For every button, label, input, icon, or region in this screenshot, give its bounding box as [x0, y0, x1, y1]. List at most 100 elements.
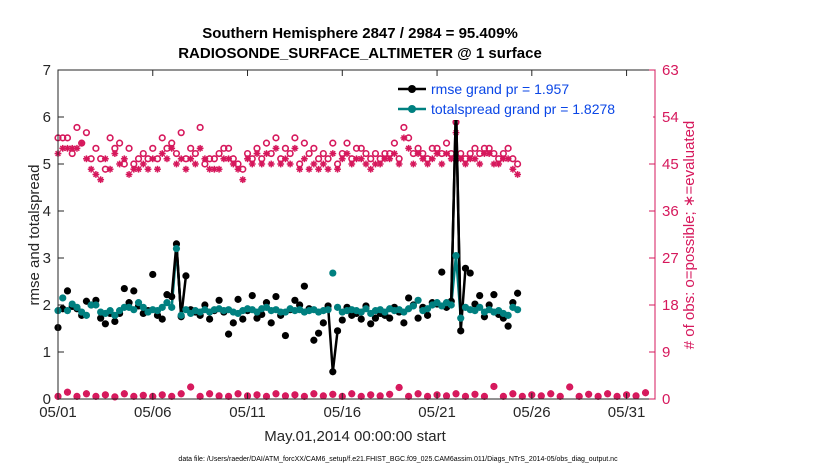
x-tick-label: 05/31: [608, 404, 646, 421]
y-left-tick-label: 5: [43, 156, 51, 173]
obs-evaluated-point: [163, 155, 171, 163]
rmse-point: [476, 292, 484, 300]
obs-evaluated-low-stroke: [225, 393, 232, 400]
rmse-point: [438, 268, 446, 276]
obs-evaluated-point: [405, 144, 413, 152]
obs-possible-point: [172, 149, 181, 158]
obs-evaluated-point: [315, 165, 322, 173]
obs-possible-point: [82, 129, 91, 137]
obs-evaluated-point: [177, 155, 185, 163]
obs-evaluated-low-point: [585, 390, 593, 398]
obs-evaluated-low-stroke: [121, 390, 128, 397]
obs-evaluated-point: [229, 160, 237, 168]
obs-evaluated-low-stroke: [320, 392, 327, 399]
x-tick-label: 05/26: [513, 404, 551, 421]
obs-evaluated-low-stroke: [566, 384, 573, 390]
obs-possible-point: [390, 139, 399, 147]
obs-possible-point: [224, 144, 233, 152]
rmse-point: [63, 287, 72, 295]
rmse-point: [158, 315, 166, 323]
obs-evaluated-point: [111, 150, 119, 157]
obs-evaluated-low-point: [215, 392, 223, 400]
obs-evaluated-stroke: [187, 155, 194, 162]
rmse-point: [281, 331, 290, 340]
rmse-point: [120, 284, 128, 293]
obs-evaluated-point: [310, 160, 318, 168]
obs-possible-point: [281, 144, 290, 152]
rmse-point: [414, 314, 422, 322]
obs-evaluated-stroke: [490, 161, 497, 167]
x-axis-label: May.01,2014 00:00:00 start: [264, 428, 446, 445]
obs-evaluated-low-stroke: [367, 391, 374, 398]
obs-evaluated-low-point: [272, 390, 280, 398]
obs-evaluated-low-stroke: [642, 389, 649, 396]
obs-evaluated-stroke: [277, 161, 284, 167]
obs-evaluated-low-stroke: [481, 393, 488, 400]
obs-evaluated-low-point: [348, 390, 356, 398]
y-left-tick-label: 2: [43, 297, 51, 314]
obs-evaluated-stroke: [325, 166, 331, 173]
obs-evaluated-point: [120, 155, 128, 163]
obs-evaluated-stroke: [476, 161, 483, 167]
obs-evaluated-low-point: [253, 391, 261, 399]
obs-evaluated-low-point: [319, 392, 327, 400]
obs-evaluated-stroke: [301, 155, 308, 162]
obs-evaluated-point: [173, 160, 180, 168]
y-right-tick-label: 27: [662, 250, 679, 267]
obs-possible-point: [305, 149, 313, 158]
obs-evaluated-point: [504, 155, 512, 163]
obs-evaluated-low-point: [566, 383, 574, 391]
legend-spread-marker: [408, 105, 416, 113]
obs-evaluated-low-stroke: [633, 392, 639, 399]
rmse-point: [111, 317, 119, 326]
obs-evaluated-stroke: [296, 166, 303, 173]
rmse-point: [267, 319, 275, 327]
obs-evaluated-stroke: [154, 166, 161, 173]
rmse-point: [182, 272, 190, 280]
obs-possible-point: [215, 149, 223, 158]
obs-evaluated-stroke: [410, 161, 417, 167]
obs-evaluated-stroke: [64, 145, 71, 152]
obs-possible-point: [196, 123, 204, 132]
obs-evaluated-point: [206, 165, 214, 173]
obs-evaluated-low-stroke: [187, 384, 194, 390]
obs-evaluated-point: [334, 165, 341, 173]
rmse-point: [329, 368, 337, 376]
obs-evaluated-point: [64, 144, 71, 152]
obs-evaluated-low-stroke: [263, 393, 270, 400]
obs-possible-point: [63, 134, 72, 142]
obs-evaluated-stroke: [111, 150, 118, 157]
obs-evaluated-stroke: [88, 166, 95, 173]
obs-possible-point: [158, 134, 166, 142]
spread-point: [362, 305, 370, 313]
obs-evaluated-stroke: [249, 161, 256, 167]
obs-evaluated-stroke: [486, 150, 493, 157]
obs-evaluated-point: [101, 155, 109, 163]
rmse-point: [206, 315, 214, 323]
rmse-point: [457, 327, 465, 335]
obs-evaluated-stroke: [353, 155, 360, 162]
y-left-tick-label: 3: [43, 250, 51, 267]
rmse-point: [513, 289, 522, 297]
y-axis-right-label: # of obs: o=possible; ∗=evaluated: [681, 121, 698, 350]
y-left-tick-label: 0: [43, 391, 51, 408]
obs-evaluated-stroke: [358, 155, 365, 162]
rmse-point: [367, 320, 375, 328]
obs-possible-point: [329, 139, 337, 147]
obs-evaluated-stroke: [78, 140, 85, 147]
obs-evaluated-stroke: [320, 161, 327, 167]
series-layer: [54, 101, 522, 376]
obs-possible-point: [106, 134, 114, 142]
spread-point: [513, 306, 522, 314]
obs-evaluated-point: [372, 160, 379, 168]
spread-point: [134, 299, 143, 307]
obs-evaluated-stroke: [183, 166, 189, 173]
obs-evaluated-low-stroke: [576, 393, 583, 400]
obs-evaluated-point: [367, 165, 375, 173]
obs-evaluated-stroke: [83, 155, 90, 162]
obs-evaluated-low-point: [642, 389, 649, 397]
obs-evaluated-stroke: [287, 161, 294, 167]
obs-evaluated-stroke: [438, 161, 445, 167]
y-right-tick-label: 54: [662, 109, 679, 126]
obs-evaluated-low-point: [120, 390, 128, 398]
